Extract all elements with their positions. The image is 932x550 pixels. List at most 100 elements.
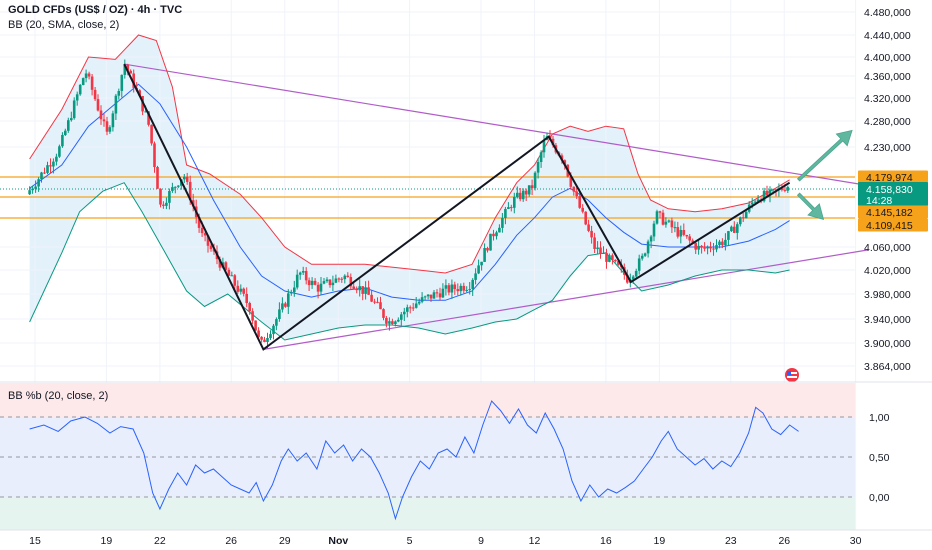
arrow-shape[interactable]: [796, 129, 853, 182]
arrow-down[interactable]: [796, 192, 825, 220]
candle-body: [159, 188, 162, 205]
candle-body: [780, 188, 784, 190]
candle-body: [147, 111, 150, 125]
candle-body: [144, 111, 147, 113]
arrow-shape[interactable]: [796, 192, 825, 220]
candle-body: [634, 270, 638, 277]
candle-body: [495, 232, 498, 237]
candle-body: [498, 227, 501, 233]
candle-body: [49, 165, 52, 167]
last-price-tag: 4.158,830: [866, 184, 913, 196]
candle-body: [105, 121, 109, 132]
candle-body: [75, 94, 79, 101]
candle-body: [569, 176, 573, 187]
zigzag-pattern[interactable]: [123, 63, 791, 351]
zigzag-line[interactable]: [123, 63, 791, 351]
candle-body: [578, 196, 581, 208]
candle-body: [587, 224, 590, 231]
pb-line: [29, 400, 799, 521]
candle-body: [626, 274, 629, 283]
candle-body: [453, 284, 457, 290]
candle-body: [527, 185, 531, 195]
candle-body: [40, 172, 43, 180]
candle-body: [31, 188, 34, 191]
candle-body: [93, 89, 97, 100]
candle-body: [474, 273, 477, 280]
pb-axis[interactable]: 1,00 0,50 0,00: [869, 412, 890, 504]
candle-body: [72, 100, 76, 119]
candle-body: [768, 189, 772, 196]
pb-tick-label: 0,00: [869, 492, 890, 504]
candle-body: [185, 176, 189, 182]
trendline-lower[interactable]: [263, 249, 869, 350]
arrow-up[interactable]: [796, 129, 853, 182]
candle-body: [542, 140, 546, 153]
candle-body: [631, 276, 635, 280]
candle-body: [260, 336, 263, 340]
candle-body: [673, 227, 677, 229]
time-tick-label: 26: [225, 535, 237, 547]
candle-body: [34, 186, 37, 189]
candle-body: [664, 221, 668, 225]
candle-body: [209, 245, 213, 250]
price-tags: 4.179,9744.158,83014:284.145,1824.109,41…: [858, 170, 928, 232]
us-flag-icon[interactable]: [785, 368, 799, 382]
candle-body: [637, 258, 641, 271]
candle-body: [504, 209, 507, 218]
candle-body: [153, 143, 156, 168]
candle-body: [248, 303, 251, 312]
time-tick-label: 30: [850, 535, 862, 547]
candle-body: [432, 292, 436, 299]
price-tick-label: 3.864,000: [864, 361, 911, 373]
candle-body: [611, 255, 614, 260]
candle-body: [120, 74, 124, 91]
candle-body: [200, 227, 204, 234]
pb-legend[interactable]: BB %b (20, close, 2): [8, 390, 109, 402]
candle-body: [539, 152, 543, 162]
candle-body: [388, 321, 391, 324]
candle-body: [688, 236, 691, 241]
price-pane[interactable]: [0, 0, 869, 530]
candle-body: [290, 292, 293, 294]
candle-body: [709, 246, 712, 249]
oscillator-pane[interactable]: [0, 383, 855, 530]
candle-body: [658, 211, 662, 213]
time-axis[interactable]: 15 19 22 26 29 Nov 5 9 12 16 19 23 26 30: [0, 529, 932, 547]
candle-body: [572, 186, 576, 192]
candle-body: [465, 290, 468, 291]
candle-body: [108, 127, 112, 132]
candle-body: [513, 196, 516, 208]
price-axis[interactable]: 4.480,000 4.440,000 4.400,000 4.360,000 4.32…: [864, 7, 911, 373]
candle-body: [269, 334, 272, 338]
candle-body: [670, 220, 674, 228]
bb-legend[interactable]: BB (20, SMA, close, 2): [8, 19, 120, 31]
price-tick-label: 4.440,000: [864, 30, 911, 42]
candle-body: [370, 294, 373, 302]
forecast-arrows[interactable]: [796, 129, 853, 220]
candle-body: [643, 253, 647, 256]
candle-body: [385, 318, 388, 324]
candle-body: [646, 241, 650, 254]
pb-series-line: [29, 400, 799, 521]
trendlines[interactable]: [124, 63, 869, 350]
symbol-title[interactable]: GOLD CFDs (US$ / OZ) · 4h · TVC: [8, 4, 183, 16]
candle-body: [721, 241, 724, 246]
candle-body: [700, 245, 703, 248]
bb-basis-line: [29, 83, 790, 301]
candle-body: [697, 245, 700, 250]
time-tick-label: 5: [407, 535, 413, 547]
candle-body: [361, 286, 364, 294]
candle-body: [61, 135, 64, 147]
time-tick-label: Nov: [328, 535, 348, 547]
pb-tick-label: 0,50: [869, 452, 890, 464]
candle-body: [379, 302, 382, 310]
candle-body: [257, 330, 260, 337]
candle-body: [364, 287, 367, 294]
candle-body: [712, 248, 715, 250]
candle-body: [266, 338, 269, 342]
bb-upper-line: [29, 34, 790, 274]
trendline-upper[interactable]: [124, 63, 869, 187]
candle-body: [114, 95, 118, 114]
horizontal-levels[interactable]: [0, 176, 855, 219]
